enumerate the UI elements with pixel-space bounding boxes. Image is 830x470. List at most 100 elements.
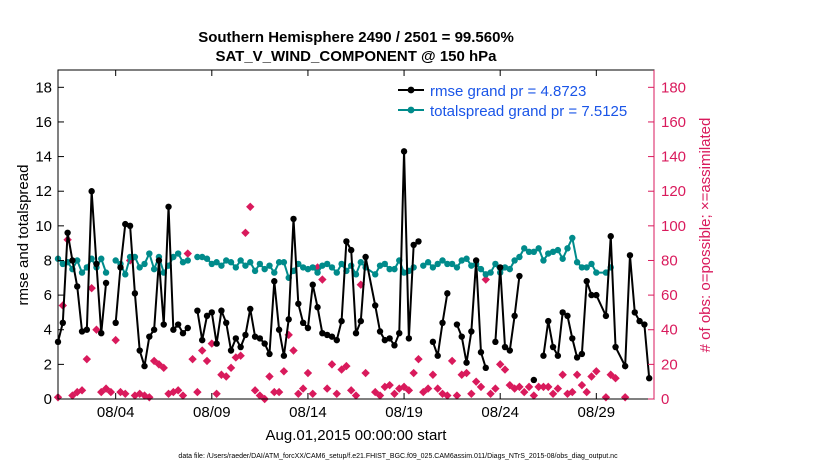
rmse-point (463, 359, 470, 366)
obs-marker (443, 391, 452, 400)
obs-marker (423, 384, 433, 393)
obs-marker (620, 393, 630, 402)
obs-marker (351, 391, 361, 400)
obs-marker (322, 384, 332, 393)
totalspread-point (227, 259, 235, 266)
obs-marker (447, 356, 457, 366)
totalspread-point (146, 250, 153, 257)
rmse-point (386, 335, 393, 342)
legend-label-rmse: rmse grand pr = 4.8723 (430, 83, 586, 100)
rmse-point (569, 335, 576, 342)
rmse-point (415, 238, 422, 245)
rmse-line (431, 293, 449, 357)
obs-marker (481, 275, 490, 284)
totalspread-point (179, 259, 187, 266)
rmse-line (494, 267, 521, 353)
obs-marker (587, 372, 596, 381)
rmse-point (203, 312, 211, 320)
totalspread-point (237, 257, 244, 264)
totalspread-point (98, 255, 105, 262)
totalspread-point (136, 264, 143, 271)
rmse-point (141, 362, 148, 370)
left-y-tick-label: 6 (44, 287, 52, 304)
totalspread-point (554, 246, 562, 254)
totalspread-point (74, 257, 81, 264)
rmse-point (314, 304, 321, 311)
totalspread-point (323, 260, 331, 268)
rmse-point (593, 291, 600, 299)
totalspread-point (112, 257, 119, 264)
legend-label-totalspread: totalspread grand pr = 7.5125 (430, 103, 627, 120)
obs-marker (375, 391, 385, 400)
totalspread-point (271, 269, 278, 276)
obs-marker (572, 370, 582, 379)
rmse-point (309, 281, 316, 288)
rmse-point (213, 340, 220, 347)
rmse-point (251, 333, 259, 340)
obs-marker (544, 382, 553, 392)
x-tick-label: 08/29 (578, 404, 616, 421)
rmse-point (290, 215, 297, 223)
rmse-point (174, 321, 182, 328)
obs-marker (241, 228, 250, 237)
rmse-point (338, 317, 345, 325)
left-y-tick-label: 2 (44, 356, 52, 373)
rmse-point (352, 330, 360, 337)
obs-marker (592, 367, 601, 376)
rmse-point (453, 321, 461, 328)
totalspread-point (333, 269, 340, 276)
totalspread-point (506, 265, 514, 273)
totalspread-point (357, 259, 365, 266)
totalspread-point (170, 253, 177, 261)
obs-marker (250, 386, 260, 395)
rmse-point (304, 324, 312, 332)
rmse-point (501, 343, 509, 351)
totalspread-point (521, 245, 528, 252)
right-y-tick-label: 20 (661, 356, 678, 373)
rmse-point (160, 321, 167, 328)
totalspread-point (59, 260, 67, 268)
totalspread-point (194, 253, 201, 261)
totalspread-point (583, 264, 590, 271)
rmse-point (602, 312, 610, 320)
obs-marker (476, 382, 486, 392)
rmse-point (88, 188, 95, 195)
rmse-point (357, 317, 365, 325)
left-y-tick-label: 8 (44, 252, 52, 269)
left-y-axis-label: rmse and totalspread (15, 165, 32, 306)
legend-marker-totalspread (407, 106, 415, 114)
totalspread-point (174, 250, 182, 257)
obs-marker (390, 389, 399, 399)
obs-marker (462, 368, 471, 378)
totalspread-point (482, 271, 489, 278)
totalspread-point (232, 264, 240, 271)
rmse-point (237, 343, 244, 351)
totalspread-point (319, 262, 326, 269)
rmse-point (439, 319, 446, 327)
data-file-footer: data file: /Users/raeder/DAI/ATM_forcXX/… (178, 453, 618, 460)
obs-marker (342, 361, 351, 371)
obs-marker (159, 363, 168, 373)
totalspread-point (141, 260, 148, 268)
rmse-point (396, 330, 403, 337)
obs-marker (318, 275, 327, 284)
rmse-line (196, 151, 420, 356)
rmse-point (74, 283, 81, 290)
totalspread-point (429, 264, 437, 271)
obs-marker (154, 360, 164, 369)
totalspread-point (280, 259, 288, 266)
legend-marker-rmse (407, 86, 415, 94)
totalspread-point (477, 265, 485, 273)
rmse-point (468, 328, 475, 335)
rmse-point (136, 347, 143, 354)
obs-marker (601, 393, 611, 402)
totalspread-point (511, 257, 518, 264)
obs-marker (87, 283, 96, 293)
obs-marker (111, 335, 120, 345)
obs-marker (524, 382, 534, 392)
obs-marker (361, 368, 370, 378)
obs-marker (558, 370, 567, 379)
rmse-point (295, 300, 302, 307)
obs-marker (332, 389, 341, 399)
totalspread-point (540, 257, 547, 264)
